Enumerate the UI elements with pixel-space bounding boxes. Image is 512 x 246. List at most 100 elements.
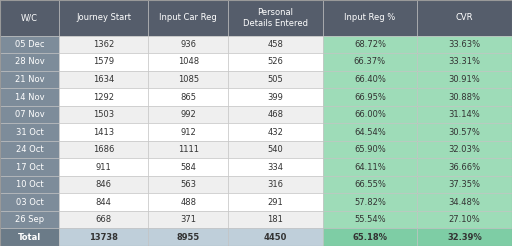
Text: 911: 911 [96,163,112,172]
Bar [228,229,323,246]
Text: 37.35%: 37.35% [449,180,481,189]
Text: 57.82%: 57.82% [354,198,386,207]
Text: 34.48%: 34.48% [449,198,481,207]
Bar [148,158,228,176]
Text: 68.72%: 68.72% [354,40,386,49]
Text: 399: 399 [267,92,283,102]
Bar [148,141,228,158]
Bar [323,106,417,123]
Bar [59,53,148,71]
Text: 13738: 13738 [89,233,118,242]
Bar [417,211,512,229]
Bar [417,0,512,36]
Bar [323,71,417,88]
Bar [59,106,148,123]
Bar [417,141,512,158]
Bar [59,88,148,106]
Bar [148,0,228,36]
Text: 1111: 1111 [178,145,199,154]
Bar [323,229,417,246]
Bar [323,88,417,106]
Text: 8955: 8955 [177,233,200,242]
Text: 1503: 1503 [93,110,114,119]
Text: 1579: 1579 [93,58,114,66]
Text: 912: 912 [180,128,196,137]
Text: 27.10%: 27.10% [449,215,481,224]
Text: 668: 668 [96,215,112,224]
Bar [417,88,512,106]
Bar [0,106,59,123]
Text: 30.88%: 30.88% [449,92,481,102]
Bar [323,0,417,36]
Text: Personal
Details Entered: Personal Details Entered [243,8,308,28]
Text: 28 Nov: 28 Nov [14,58,45,66]
Text: 4450: 4450 [264,233,287,242]
Text: 30.91%: 30.91% [449,75,481,84]
Text: 291: 291 [267,198,283,207]
Text: 66.55%: 66.55% [354,180,386,189]
Text: 66.37%: 66.37% [354,58,386,66]
Bar [323,123,417,141]
Bar [323,158,417,176]
Bar [323,211,417,229]
Bar [417,36,512,53]
Bar [228,158,323,176]
Bar [0,193,59,211]
Bar [148,36,228,53]
Bar [59,176,148,193]
Bar [417,71,512,88]
Text: 584: 584 [180,163,196,172]
Bar [417,106,512,123]
Text: 30.57%: 30.57% [449,128,481,137]
Bar [0,36,59,53]
Bar [228,53,323,71]
Text: 32.39%: 32.39% [447,233,482,242]
Text: 32.03%: 32.03% [449,145,481,154]
Text: 14 Nov: 14 Nov [15,92,44,102]
Bar [228,211,323,229]
Bar [59,141,148,158]
Text: 31.14%: 31.14% [449,110,481,119]
Text: 65.90%: 65.90% [354,145,386,154]
Text: Total: Total [18,233,41,242]
Text: 17 Oct: 17 Oct [15,163,44,172]
Text: 1362: 1362 [93,40,114,49]
Text: Input Car Reg: Input Car Reg [159,13,217,22]
Text: 846: 846 [96,180,112,189]
Bar [0,123,59,141]
Text: 21 Nov: 21 Nov [15,75,44,84]
Bar [417,176,512,193]
Text: 66.00%: 66.00% [354,110,386,119]
Bar [59,0,148,36]
Bar [0,88,59,106]
Text: 66.40%: 66.40% [354,75,386,84]
Text: 505: 505 [267,75,283,84]
Text: 865: 865 [180,92,196,102]
Bar [148,88,228,106]
Text: 371: 371 [180,215,196,224]
Text: 07 Nov: 07 Nov [14,110,45,119]
Text: 1686: 1686 [93,145,114,154]
Bar [228,141,323,158]
Text: 526: 526 [267,58,283,66]
Bar [0,211,59,229]
Text: Input Reg %: Input Reg % [344,13,396,22]
Bar [0,176,59,193]
Text: 334: 334 [267,163,283,172]
Bar [228,88,323,106]
Bar [228,123,323,141]
Bar [323,53,417,71]
Bar [0,229,59,246]
Text: 1085: 1085 [178,75,199,84]
Text: 844: 844 [96,198,112,207]
Text: 432: 432 [267,128,283,137]
Bar [148,229,228,246]
Text: 10 Oct: 10 Oct [16,180,43,189]
Text: 468: 468 [267,110,283,119]
Text: 24 Oct: 24 Oct [16,145,43,154]
Bar [148,193,228,211]
Text: 1048: 1048 [178,58,199,66]
Text: 1292: 1292 [93,92,114,102]
Text: 563: 563 [180,180,196,189]
Bar [417,229,512,246]
